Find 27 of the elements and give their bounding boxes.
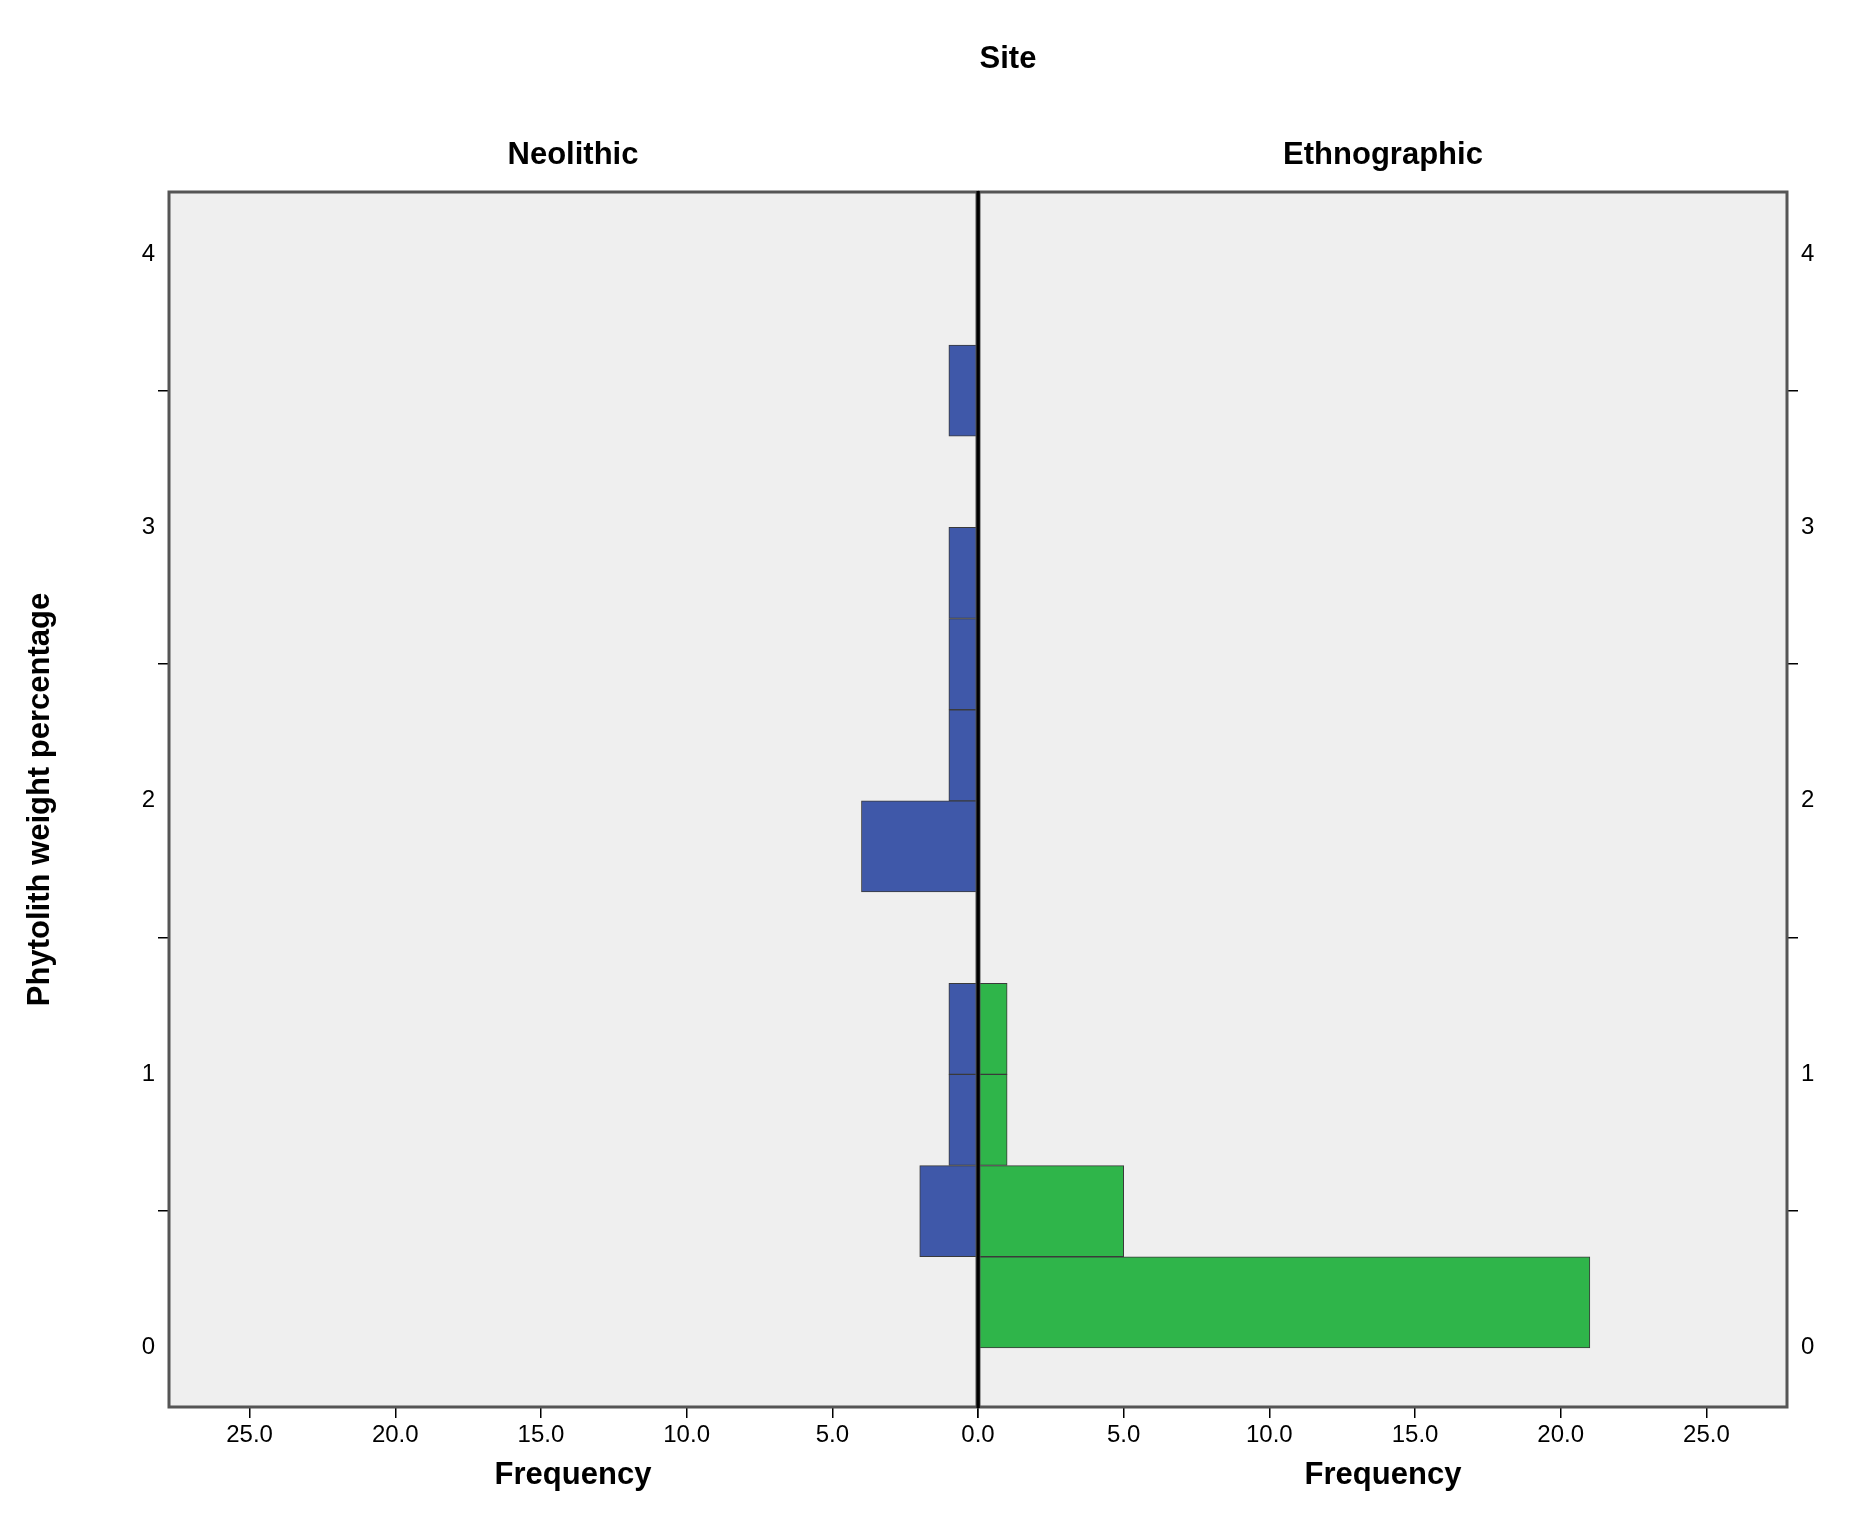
y-tick-label: 3 <box>1801 512 1815 540</box>
x-tick-label: 20.0 <box>371 1420 419 1448</box>
x-axis-title: Frequency <box>494 1455 653 1491</box>
y-tick-label: 2 <box>1801 785 1815 813</box>
y-tick-label: 1 <box>1801 1058 1815 1086</box>
y-tick-label: 3 <box>141 512 155 540</box>
y-tick-label: 2 <box>141 785 155 813</box>
text: Site <box>979 40 1037 76</box>
x-tick-label: 15.0 <box>1391 1420 1439 1448</box>
x-tick-label: 20.0 <box>1537 1420 1585 1448</box>
x-tick-label: 5.0 <box>815 1420 849 1448</box>
x-tick-label: 25.0 <box>226 1420 273 1448</box>
x-tick-label: 10.0 <box>663 1420 710 1448</box>
y-tick-label: 4 <box>141 238 155 266</box>
y-tick-label: 0 <box>1801 1332 1815 1360</box>
chart-title: Neolithic <box>507 136 639 172</box>
y-tick-label: 4 <box>1801 238 1815 266</box>
x-axis-title: Frequency <box>1304 1455 1463 1491</box>
x-tick-label: 5.0 <box>1107 1420 1141 1448</box>
y-tick-label: 1 <box>141 1058 155 1086</box>
x-tick-label: 25.0 <box>1683 1420 1730 1448</box>
x-tick-label: 0.0 <box>961 1420 995 1448</box>
y-axis-title: Phytolith weight percentage <box>21 592 57 1007</box>
chart-title: Ethnographic <box>1283 136 1483 172</box>
x-tick-label: 10.0 <box>1246 1420 1293 1448</box>
x-tick-label: 15.0 <box>517 1420 565 1448</box>
y-tick-label: 0 <box>141 1332 155 1360</box>
